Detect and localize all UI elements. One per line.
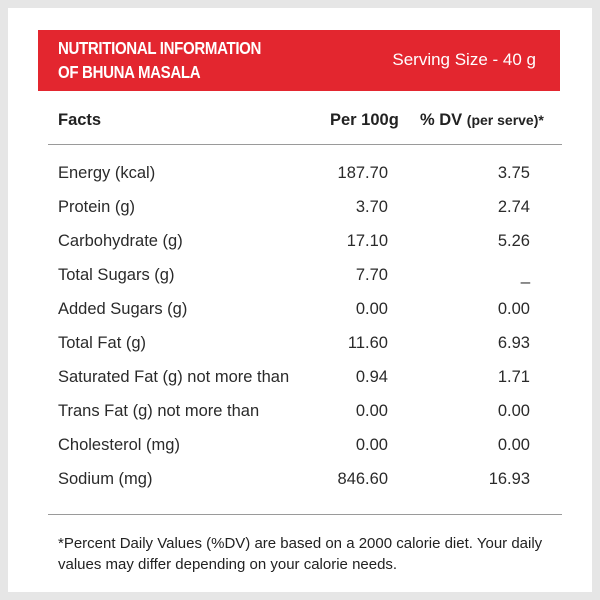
header-title-line1: NUTRITIONAL INFORMATION bbox=[58, 38, 262, 58]
row-label: Sodium (mg) bbox=[58, 470, 153, 488]
row-label: Added Sugars (g) bbox=[58, 300, 188, 318]
table-row: Total Fat (g) 11.60 6.93 bbox=[48, 330, 562, 364]
table-row: Total Sugars (g) 7.70 _ bbox=[48, 262, 562, 296]
row-dv: 2.74 bbox=[497, 198, 530, 216]
serving-size: Serving Size - 40 g bbox=[392, 50, 536, 69]
footnote: *Percent Daily Values (%DV) are based on… bbox=[58, 535, 543, 573]
row-dv: 1.71 bbox=[497, 368, 530, 386]
column-header-dv-main: % DV bbox=[420, 111, 463, 129]
nutrition-card bbox=[8, 8, 592, 592]
row-per100: 17.10 bbox=[346, 232, 388, 250]
table-row: Added Sugars (g) 0.00 0.00 bbox=[48, 296, 562, 330]
column-header-dv-sub: (per serve)* bbox=[466, 112, 544, 128]
row-per100: 0.94 bbox=[355, 368, 388, 386]
row-label: Saturated Fat (g) not more than bbox=[58, 368, 290, 386]
table-row: Energy (kcal) 187.70 3.75 bbox=[48, 160, 562, 194]
row-dv: 0.00 bbox=[497, 300, 530, 318]
footer-divider bbox=[48, 514, 562, 515]
row-label: Total Sugars (g) bbox=[58, 266, 175, 284]
row-label: Protein (g) bbox=[58, 198, 136, 216]
table-header: Facts Per 100g % DV (per serve)* bbox=[48, 103, 562, 133]
row-label: Energy (kcal) bbox=[58, 164, 156, 182]
table-row: Saturated Fat (g) not more than 0.94 1.7… bbox=[48, 364, 562, 398]
row-label: Total Fat (g) bbox=[58, 334, 147, 352]
table-row: Sodium (mg) 846.60 16.93 bbox=[48, 466, 562, 500]
row-per100: 3.70 bbox=[355, 198, 388, 216]
row-per100: 11.60 bbox=[347, 334, 388, 352]
table-row: Carbohydrate (g) 17.10 5.26 bbox=[48, 228, 562, 262]
row-label: Trans Fat (g) not more than bbox=[58, 402, 260, 420]
row-per100: 0.00 bbox=[355, 300, 388, 318]
row-dv: 5.26 bbox=[497, 232, 530, 250]
row-per100: 0.00 bbox=[355, 436, 388, 454]
row-dv: 16.93 bbox=[488, 470, 530, 488]
row-per100: 0.00 bbox=[355, 402, 388, 420]
row-dv: 6.93 bbox=[497, 334, 530, 352]
table-row: Protein (g) 3.70 2.74 bbox=[48, 194, 562, 228]
row-per100: 187.70 bbox=[337, 164, 388, 182]
column-header-per100: Per 100g bbox=[330, 111, 399, 129]
header-title-line2: OF BHUNA MASALA bbox=[58, 62, 201, 82]
header-bar: NUTRITIONAL INFORMATION OF BHUNA MASALA … bbox=[38, 30, 560, 91]
row-dv: 3.75 bbox=[497, 164, 530, 182]
header-divider bbox=[48, 144, 562, 145]
column-header-dv: % DV (per serve)* bbox=[420, 111, 544, 130]
row-label: Cholesterol (mg) bbox=[58, 436, 180, 454]
nutrition-rows: Energy (kcal) 187.70 3.75 Protein (g) 3.… bbox=[48, 160, 562, 500]
header-title: NUTRITIONAL INFORMATION OF BHUNA MASALA bbox=[58, 36, 261, 84]
row-per100: 7.70 bbox=[355, 266, 388, 284]
row-dv: 0.00 bbox=[497, 402, 530, 420]
table-row: Cholesterol (mg) 0.00 0.00 bbox=[48, 432, 562, 466]
table-row: Trans Fat (g) not more than 0.00 0.00 bbox=[48, 398, 562, 432]
column-header-facts: Facts bbox=[58, 111, 102, 129]
row-dv: 0.00 bbox=[497, 436, 530, 454]
row-per100: 846.60 bbox=[337, 470, 388, 488]
row-label: Carbohydrate (g) bbox=[58, 232, 183, 250]
row-dv: _ bbox=[520, 266, 530, 284]
